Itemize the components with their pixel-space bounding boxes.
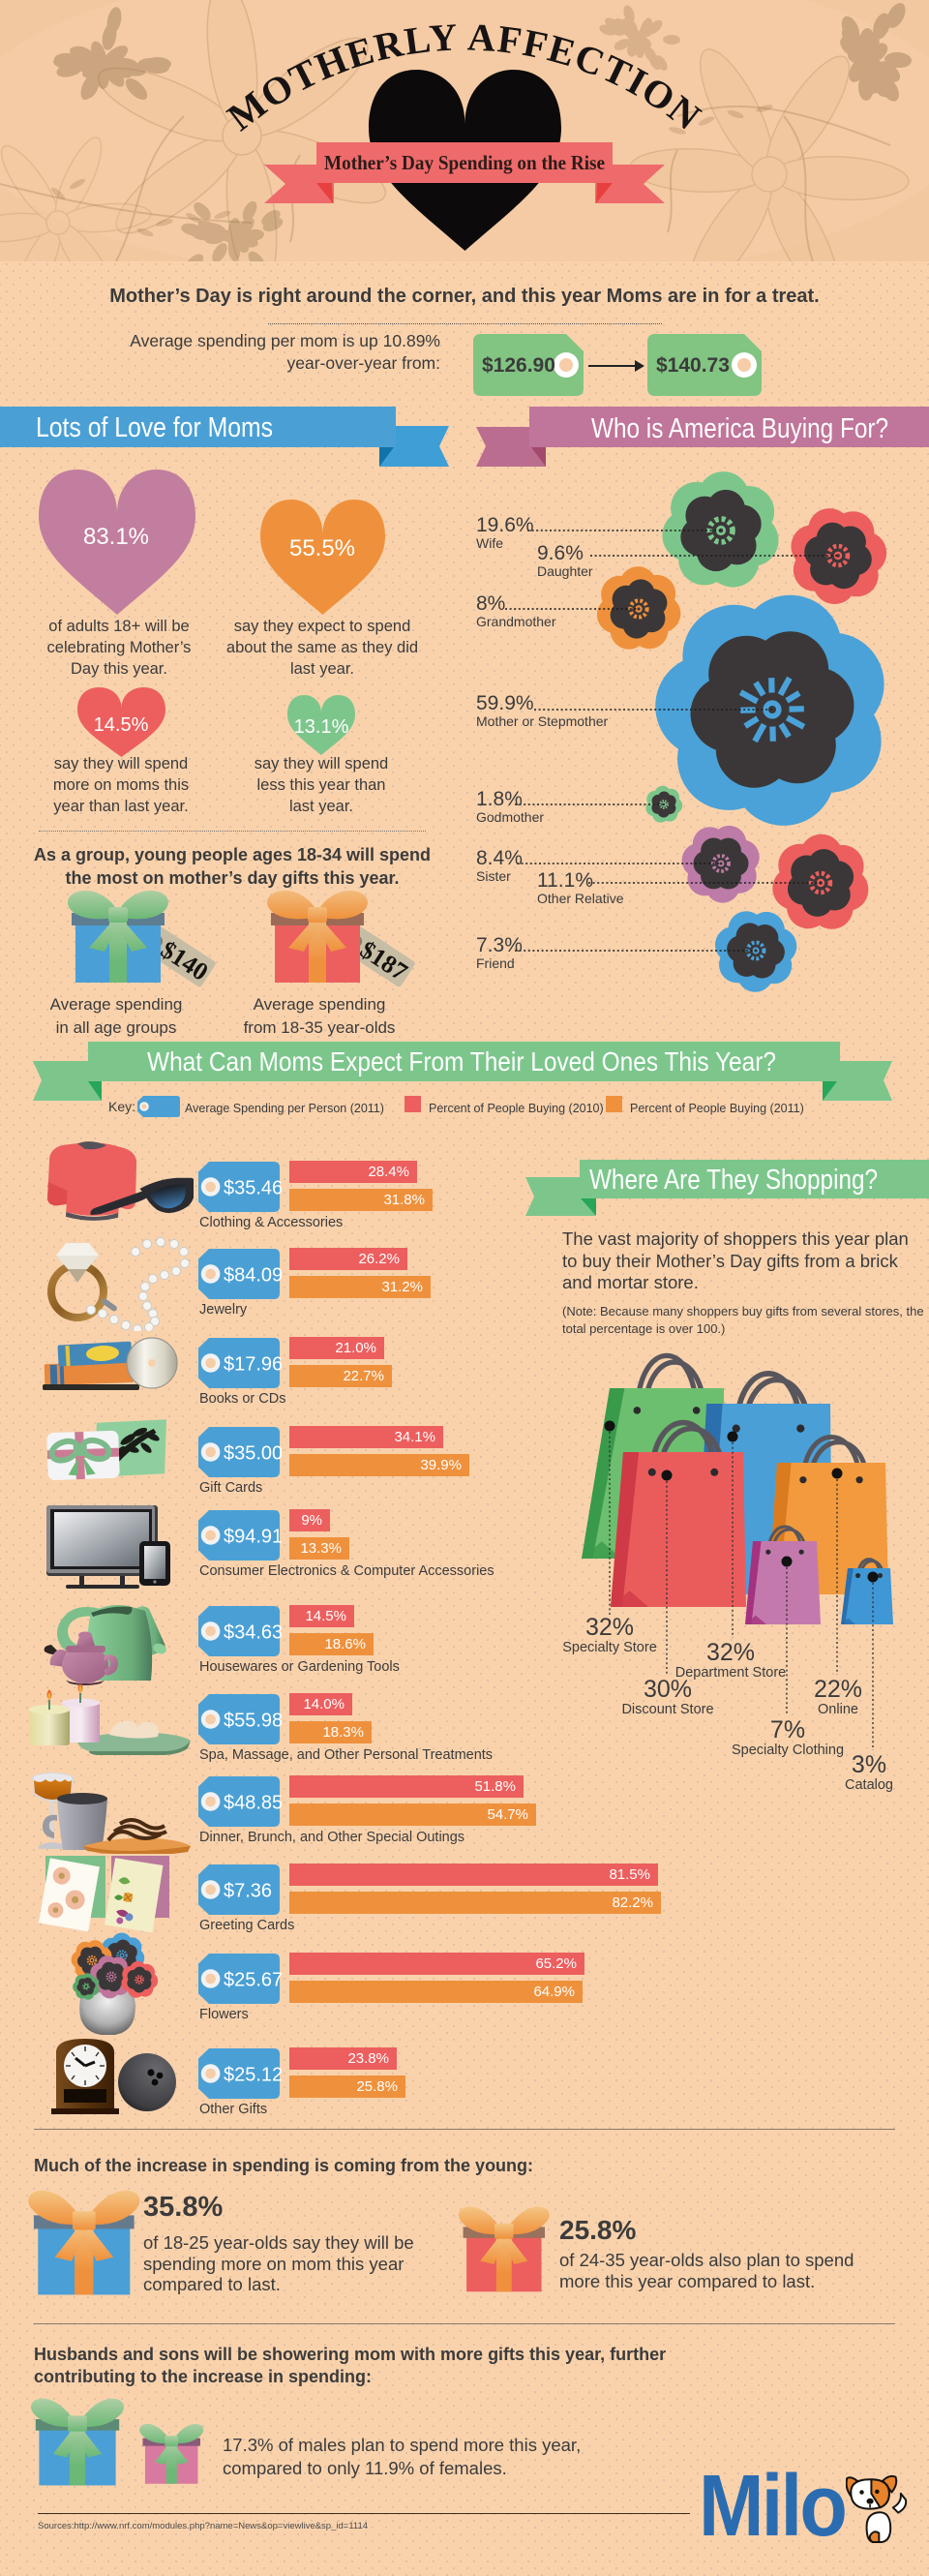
svg-text:13.1%: 13.1% xyxy=(294,716,349,738)
svg-text:14.5%: 14.5% xyxy=(94,714,149,736)
svg-text:55.5%: 55.5% xyxy=(289,535,355,561)
svg-text:$34.63: $34.63 xyxy=(224,1622,282,1644)
svg-text:$35.00: $35.00 xyxy=(224,1443,282,1465)
svg-text:What Can Moms Expect From Thei: What Can Moms Expect From Their Loved On… xyxy=(147,1046,776,1076)
svg-text:$35.46: $35.46 xyxy=(224,1178,282,1199)
svg-text:83.1%: 83.1% xyxy=(83,524,149,550)
svg-text:Where Are They Shopping?: Where Are They Shopping? xyxy=(589,1165,878,1196)
svg-text:Lots of Love for Moms: Lots of Love for Moms xyxy=(36,412,273,443)
svg-text:$48.85: $48.85 xyxy=(224,1793,282,1814)
svg-text:$25.12: $25.12 xyxy=(224,2065,282,2086)
svg-text:$126.90: $126.90 xyxy=(482,354,555,377)
svg-text:$84.09: $84.09 xyxy=(224,1265,282,1287)
svg-text:$7.36: $7.36 xyxy=(224,1881,272,1902)
svg-text:Mother’s Day Spending on the R: Mother’s Day Spending on the Rise xyxy=(324,151,605,174)
svg-text:$140.73: $140.73 xyxy=(656,354,730,377)
svg-text:Who is America Buying For?: Who is America Buying For? xyxy=(591,413,888,444)
svg-text:$25.67: $25.67 xyxy=(224,1970,282,1991)
svg-text:$55.98: $55.98 xyxy=(224,1711,282,1732)
svg-text:$17.96: $17.96 xyxy=(224,1354,282,1376)
svg-text:$94.91: $94.91 xyxy=(224,1527,282,1548)
